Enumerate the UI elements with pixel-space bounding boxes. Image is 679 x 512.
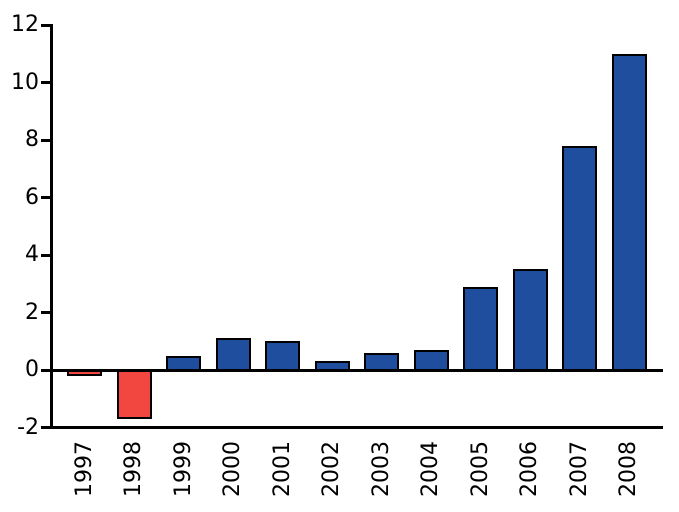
x-tick-label-2003: 2003 [369,441,394,497]
y-tick [41,368,51,372]
x-tick-label-2008: 2008 [616,441,641,497]
y-tick [41,426,51,429]
bar-2008 [612,54,647,372]
bar-2007 [562,146,597,372]
x-tick-label-1999: 1999 [171,441,196,497]
x-tick-label-2007: 2007 [567,441,592,497]
bar-2006 [513,269,548,371]
x-tick-label-1997: 1997 [72,441,97,497]
bar-1998 [117,369,152,419]
x-tick-label-2002: 2002 [319,441,344,497]
y-tick-label: 12 [11,12,39,37]
x-tick-label-2004: 2004 [418,441,443,497]
y-tick-label: 8 [25,127,39,152]
x-tick-label-2000: 2000 [220,441,245,497]
y-tick [41,81,51,84]
y-tick [41,138,51,142]
y-tick-label: 4 [25,242,39,267]
y-axis-line [50,23,53,429]
x-tick-label-2005: 2005 [468,441,493,497]
y-tick [41,196,51,199]
y-tick [41,311,51,314]
y-tick-label: 10 [11,69,39,95]
y-tick [41,253,51,257]
y-tick-label: 6 [25,184,39,210]
y-tick-label: 2 [25,299,39,325]
x-tick-label-2006: 2006 [517,441,542,497]
y-tick-label: 0 [25,357,39,382]
x-tick-label-1998: 1998 [121,441,146,497]
bar-2000 [216,338,251,371]
zero-line [50,368,663,372]
bar-2001 [265,341,300,371]
x-tick-label-2001: 2001 [270,441,295,497]
bar-2005 [463,287,498,372]
y-tick [41,23,51,27]
x-axis-baseline [50,426,663,429]
y-tick-label: -2 [17,414,39,440]
